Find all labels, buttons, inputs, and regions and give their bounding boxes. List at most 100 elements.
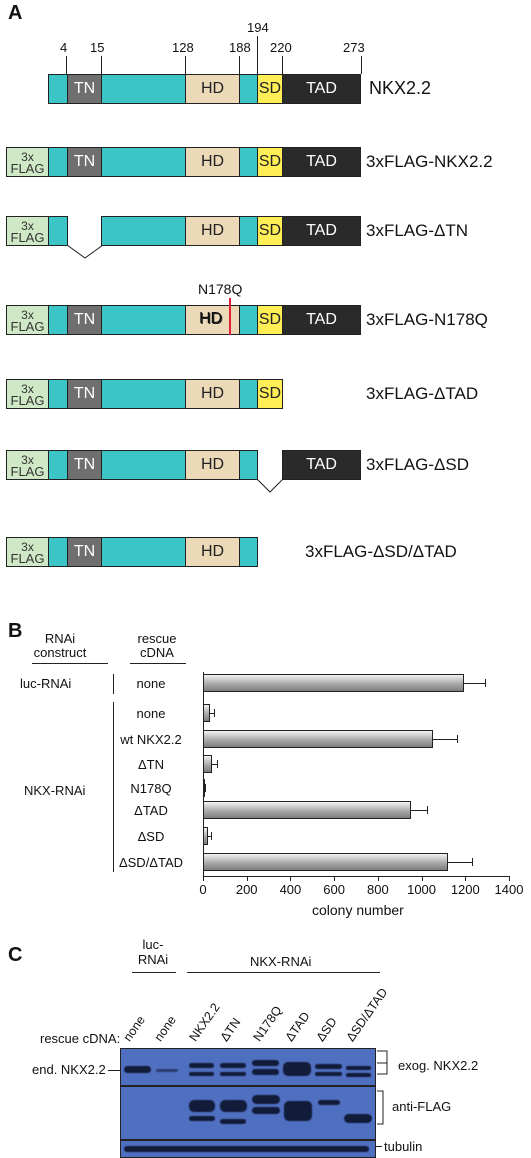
linker-domain	[239, 216, 258, 246]
band	[189, 1063, 214, 1068]
flag-bracket	[377, 1090, 384, 1125]
tn-domain: TN	[67, 305, 102, 335]
x-tick-label: 800	[366, 882, 389, 897]
band	[252, 1107, 280, 1114]
group-nkx-rnai: NKX-RNAi	[250, 954, 312, 969]
anti-flag-label: anti-FLAG	[392, 1099, 452, 1114]
linker-domain	[48, 216, 68, 246]
position-tick	[185, 56, 186, 74]
hd-domain: HD	[185, 379, 240, 409]
position-273: 273	[343, 40, 365, 55]
error-bar	[209, 713, 214, 714]
hd-domain: HD	[185, 537, 240, 567]
linker-domain	[101, 537, 186, 567]
mutation-marker	[229, 298, 231, 335]
sd-domain: SD	[257, 74, 283, 104]
band	[252, 1060, 279, 1066]
error-bar-cap	[205, 784, 207, 792]
band	[220, 1072, 246, 1076]
tn-domain: TN	[67, 147, 102, 177]
x-tick-mark	[509, 876, 510, 881]
linker-domain	[48, 450, 68, 480]
x-tick-label: 200	[235, 882, 258, 897]
band	[284, 1101, 312, 1121]
linker-domain	[101, 305, 186, 335]
position-15: 15	[90, 40, 105, 55]
error-bar-cap	[471, 858, 473, 866]
error-bar	[464, 683, 485, 684]
bar-category-label: none	[136, 706, 166, 721]
panel-a-letter: A	[8, 2, 23, 24]
band	[346, 1066, 371, 1070]
bar	[203, 755, 212, 773]
lane-label: ΔSD/ΔTAD	[343, 985, 391, 1044]
tad-domain: TAD	[282, 305, 361, 335]
linker-domain	[101, 450, 186, 480]
construct-label: 3xFLAG-ΔTAD	[366, 384, 479, 403]
linker-domain	[239, 147, 258, 177]
tad-domain: TAD	[282, 450, 361, 480]
construct-label: 3xFLAG-ΔSD	[366, 455, 469, 474]
exog-nkx22-label: exog. NKX2.2	[398, 1058, 479, 1073]
bar	[203, 674, 465, 692]
group-label-luc: luc-RNAi	[20, 676, 72, 691]
panel-c-letter: C	[8, 944, 23, 966]
position-4: 4	[60, 40, 68, 55]
error-bar	[211, 764, 218, 765]
band	[189, 1072, 214, 1076]
label-tick	[108, 1070, 122, 1071]
hd-domain-text: HD	[199, 310, 223, 327]
flag-tag-top: 3x	[21, 150, 34, 164]
lane-label: N178Q	[250, 1003, 285, 1044]
error-bar	[447, 862, 472, 863]
lane-label: none	[120, 1013, 148, 1044]
lane-label: ΔTAD	[282, 1009, 313, 1044]
bar	[203, 853, 448, 871]
position-tick	[257, 36, 258, 74]
position-tick	[282, 56, 283, 74]
tad-domain: TAD	[282, 147, 361, 177]
tad-domain: TAD	[282, 216, 361, 246]
linker-domain	[48, 147, 68, 177]
bar-category-label: N178Q	[130, 781, 172, 796]
band	[189, 1100, 215, 1112]
band	[346, 1073, 371, 1077]
bar	[203, 730, 433, 748]
rescue-cdna-header: rescue cDNA	[137, 631, 177, 660]
x-tick-mark	[334, 876, 336, 881]
lane-label: ΔTN	[217, 1015, 244, 1044]
linker-domain	[48, 379, 68, 409]
sd-domain: SD	[257, 216, 283, 246]
group-bracket	[113, 674, 114, 694]
band	[220, 1119, 246, 1124]
flag-tag-top: 3x	[21, 308, 34, 322]
panel-b-letter: B	[8, 620, 23, 642]
band	[283, 1062, 311, 1076]
hd-domain: HD	[185, 450, 240, 480]
position-tick	[101, 56, 102, 74]
lane-label: NKX2.2	[186, 1000, 223, 1044]
header-underline	[132, 972, 176, 973]
x-tick-label: 0	[199, 882, 207, 897]
construct-label: 3xFLAG-NKX2.2	[366, 152, 493, 171]
tad-domain: TAD	[282, 74, 361, 104]
group-label-nkx: NKX-RNAi	[24, 783, 86, 798]
x-tick-label: 1400	[494, 882, 524, 897]
sd-domain: SD	[257, 305, 283, 335]
hd-domain: HD	[185, 216, 240, 246]
linker-domain	[101, 74, 186, 104]
bar-category-label: ΔSD	[137, 829, 165, 844]
flag-tag-bottom: FLAG	[10, 551, 45, 566]
band	[252, 1069, 279, 1075]
x-tick-label: 400	[279, 882, 302, 897]
construct-label: 3xFLAG-ΔSD/ΔTAD	[305, 542, 457, 561]
x-tick-label: 1200	[450, 882, 480, 897]
error-bar-cap	[484, 679, 486, 687]
header-underline	[187, 972, 380, 973]
deletion-gap	[66, 244, 104, 259]
band	[252, 1095, 280, 1104]
flag-tag-bottom: FLAG	[10, 464, 45, 479]
construct-label: NKX2.2	[369, 78, 432, 98]
flag-tag-bottom: FLAG	[10, 161, 45, 176]
flag-tag-bottom: FLAG	[10, 230, 45, 245]
